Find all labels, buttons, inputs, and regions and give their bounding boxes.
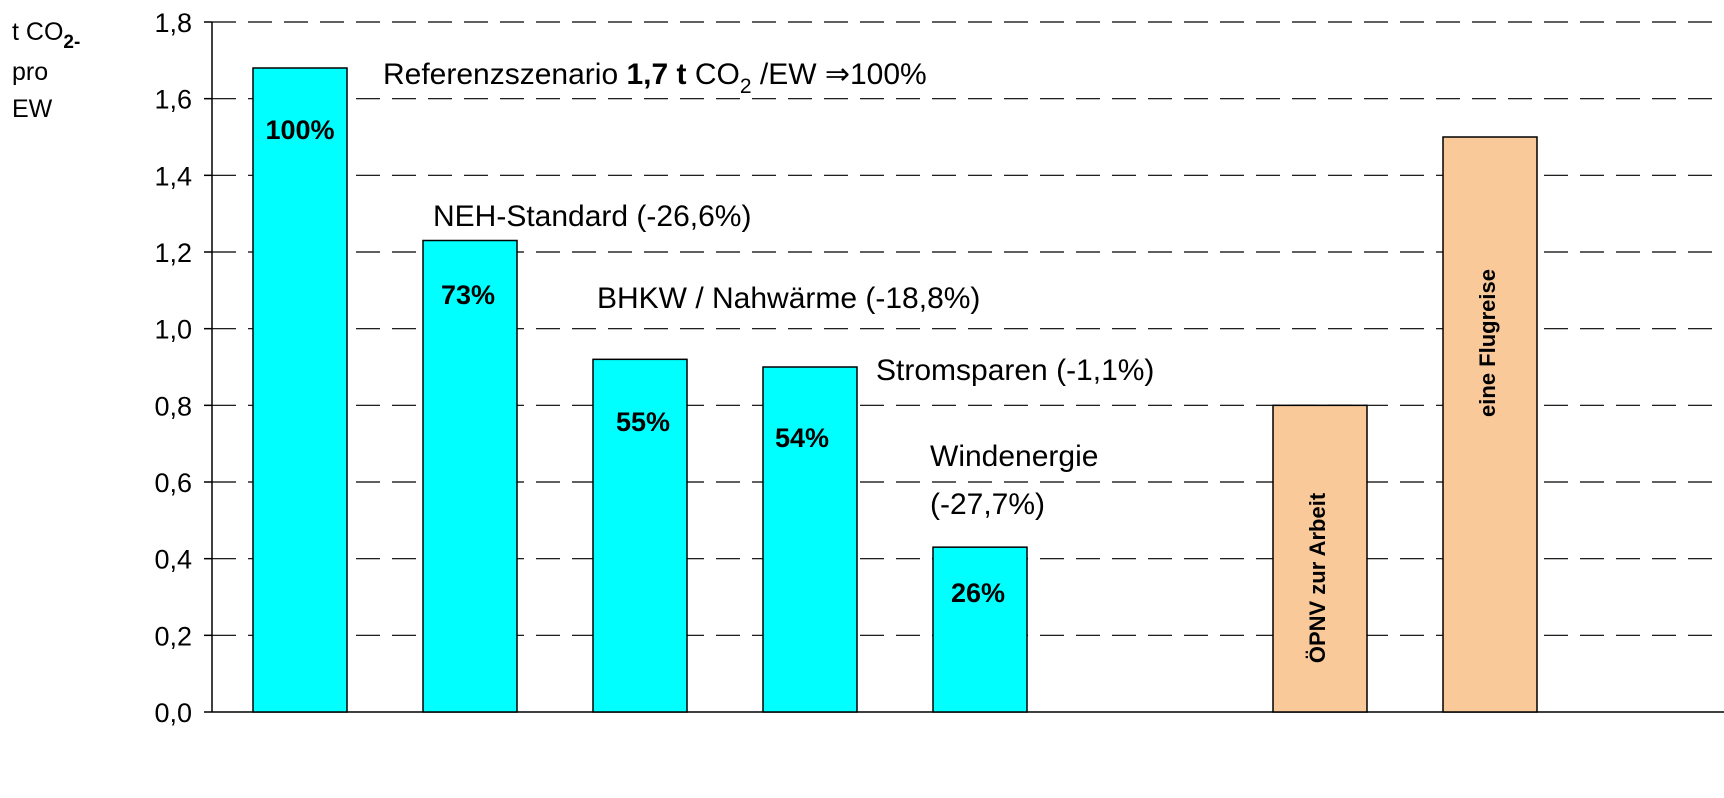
y-tick-label: 0,0 [154,698,192,728]
note-part: Referenzszenario [383,58,626,91]
note-sub: 2 [740,75,752,98]
bar [762,366,858,713]
bar [1272,404,1368,713]
category-label: eine Flugreise [1475,269,1500,417]
y-tick-label: 0,8 [154,391,192,421]
y-axis-title: t CO2- [12,18,80,53]
y-tick-label: 0,6 [154,468,192,498]
note-part: CO [687,58,740,91]
bar-percent: 54% [775,423,829,453]
bar [252,67,348,713]
y-tick-label: 1,2 [154,238,192,268]
y-axis-title-line: pro [12,58,48,86]
annotation: (-27,7%) [930,488,1045,521]
y-axis-title-line: EW [12,95,53,123]
bar-percent: 100% [265,115,334,145]
annotation: NEH-Standard (-26,6%) [433,200,751,233]
y-tick-label: 1,8 [154,8,192,38]
annotation: Stromsparen (-1,1%) [876,354,1154,387]
bar-percent: 73% [441,280,495,310]
reference-note: Referenzszenario 1,7 t CO2 /EW ⇒100% [383,58,927,98]
bar-percent: 26% [951,578,1005,608]
annotation: BHKW / Nahwärme (-18,8%) [597,282,980,315]
y-axis-title-part: t CO [12,18,63,46]
y-tick-label: 1,0 [154,315,192,345]
bar [592,358,688,713]
note-part: 1,7 t [626,58,686,91]
note-part: /EW ⇒100% [752,58,927,91]
y-tick-label: 1,6 [154,85,192,115]
y-tick-label: 1,4 [154,161,192,191]
category-label: ÖPNV zur Arbeit [1305,492,1330,663]
bar [1442,136,1538,713]
bar-layer [252,67,1538,713]
y-tick-label: 0,4 [154,545,192,575]
bar [422,239,518,713]
bar-percent: 55% [616,407,670,437]
y-tick-label: 0,2 [154,621,192,651]
y-axis-title-sub: 2- [63,32,80,53]
annotation: Windenergie [930,440,1098,473]
bar [932,546,1028,713]
